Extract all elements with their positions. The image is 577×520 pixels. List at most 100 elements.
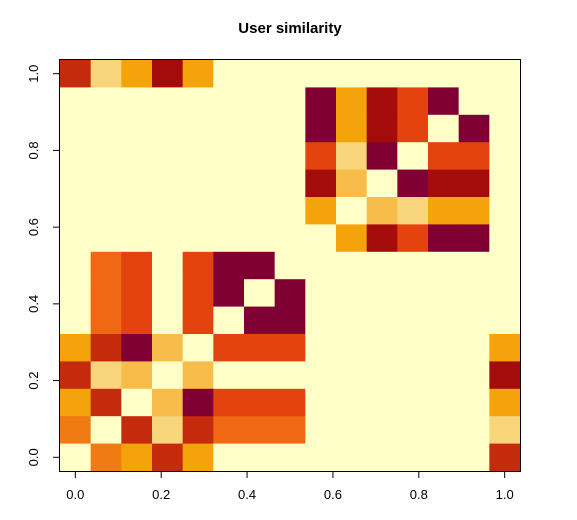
heatmap-cell [274,361,306,390]
heatmap-cell [121,279,153,308]
heatmap-cell [489,279,521,308]
heatmap-cell [274,416,306,445]
heatmap-cell [244,142,276,171]
y-tick-label: 0.8 [26,141,41,159]
x-tick-label: 0.8 [410,487,428,502]
heatmap-cell [274,142,306,171]
heatmap-cell [305,334,337,362]
heatmap-cell [489,142,521,171]
heatmap-cell [366,251,398,280]
heatmap-cell [397,169,429,198]
heatmap-cell [458,142,490,171]
heatmap-cell [305,224,337,253]
heatmap-cell [489,114,521,143]
heatmap-cell [428,59,460,88]
heatmap-cell [59,87,92,116]
heatmap-cell [458,279,490,308]
heatmap-cell [121,142,153,171]
heatmap-cell [213,361,245,390]
heatmap-cell [152,142,184,171]
heatmap-cell [336,306,368,335]
heatmap-cell [152,251,184,280]
heatmap-cell [489,361,521,390]
heatmap-cell [428,443,460,472]
heatmap-cell [213,251,245,280]
heatmap-cell [428,224,460,253]
heatmap-cell [397,59,429,88]
heatmap-cell [274,443,306,472]
heatmap-cell [59,361,92,390]
heatmap-cell [397,306,429,335]
heatmap-cell [458,114,490,143]
heatmap-cell [213,388,245,417]
heatmap-cell [305,87,337,116]
y-tick-label: 0.2 [26,372,41,390]
heatmap-cell [458,334,490,362]
heatmap-cell [366,114,398,143]
heatmap-cell [489,59,521,88]
heatmap-cell [397,87,429,116]
heatmap-cell [366,306,398,335]
heatmap-cell [59,251,92,280]
heatmap-cell [336,279,368,308]
heatmap-cell [59,388,92,417]
heatmap-cell [244,334,276,362]
heatmap-cell [213,416,245,445]
heatmap-cell [458,388,490,417]
heatmap-cell [366,443,398,472]
heatmap-cell [121,306,153,335]
heatmap-cell [305,114,337,143]
heatmap-cell [59,224,92,253]
heatmap-cell [458,416,490,445]
heatmap-cell [244,169,276,198]
heatmap-cell [336,416,368,445]
y-tick-label: 0.0 [26,448,41,466]
heatmap-cell [182,334,214,362]
heatmap-cell [397,114,429,143]
heatmap-cell [121,59,153,88]
heatmap-cell [182,251,214,280]
heatmap-cell [336,197,368,225]
heatmap-cell [305,443,337,472]
heatmap-cell [213,224,245,253]
x-tick-label: 0.0 [66,487,84,502]
heatmap-cell [182,306,214,335]
heatmap-cell [274,59,306,88]
heatmap-cell [458,306,490,335]
heatmap-cell [305,361,337,390]
heatmap-cell [182,224,214,253]
heatmap-cell [397,388,429,417]
heatmap-cell [121,443,153,472]
heatmap-cell [336,59,368,88]
heatmap-cell [458,361,490,390]
heatmap-cell [336,142,368,171]
heatmap-cell [428,169,460,198]
heatmap-cell [274,334,306,362]
y-tick-label: 0.6 [26,218,41,236]
heatmap-cell [397,224,429,253]
heatmap-cell [305,306,337,335]
heatmap-cell [121,114,153,143]
heatmap-cell [366,334,398,362]
heatmap-cell [397,443,429,472]
heatmap-cell [274,388,306,417]
heatmap-cell [274,87,306,116]
heatmap-cell [428,361,460,390]
heatmap-cell [336,87,368,116]
heatmap-cell [213,197,245,225]
heatmap-cell [244,59,276,88]
heatmap-cell [244,87,276,116]
heatmap-cell [336,334,368,362]
heatmap-cell [152,388,184,417]
heatmap-cell [121,197,153,225]
heatmap-cell [489,251,521,280]
heatmap-cell [305,197,337,225]
heatmap-cell [182,443,214,472]
heatmap-cell [121,251,153,280]
heatmap-cell [121,416,153,445]
heatmap-cell [90,416,122,445]
heatmap-cell [274,169,306,198]
heatmap-cell [458,224,490,253]
heatmap-cell [152,169,184,198]
